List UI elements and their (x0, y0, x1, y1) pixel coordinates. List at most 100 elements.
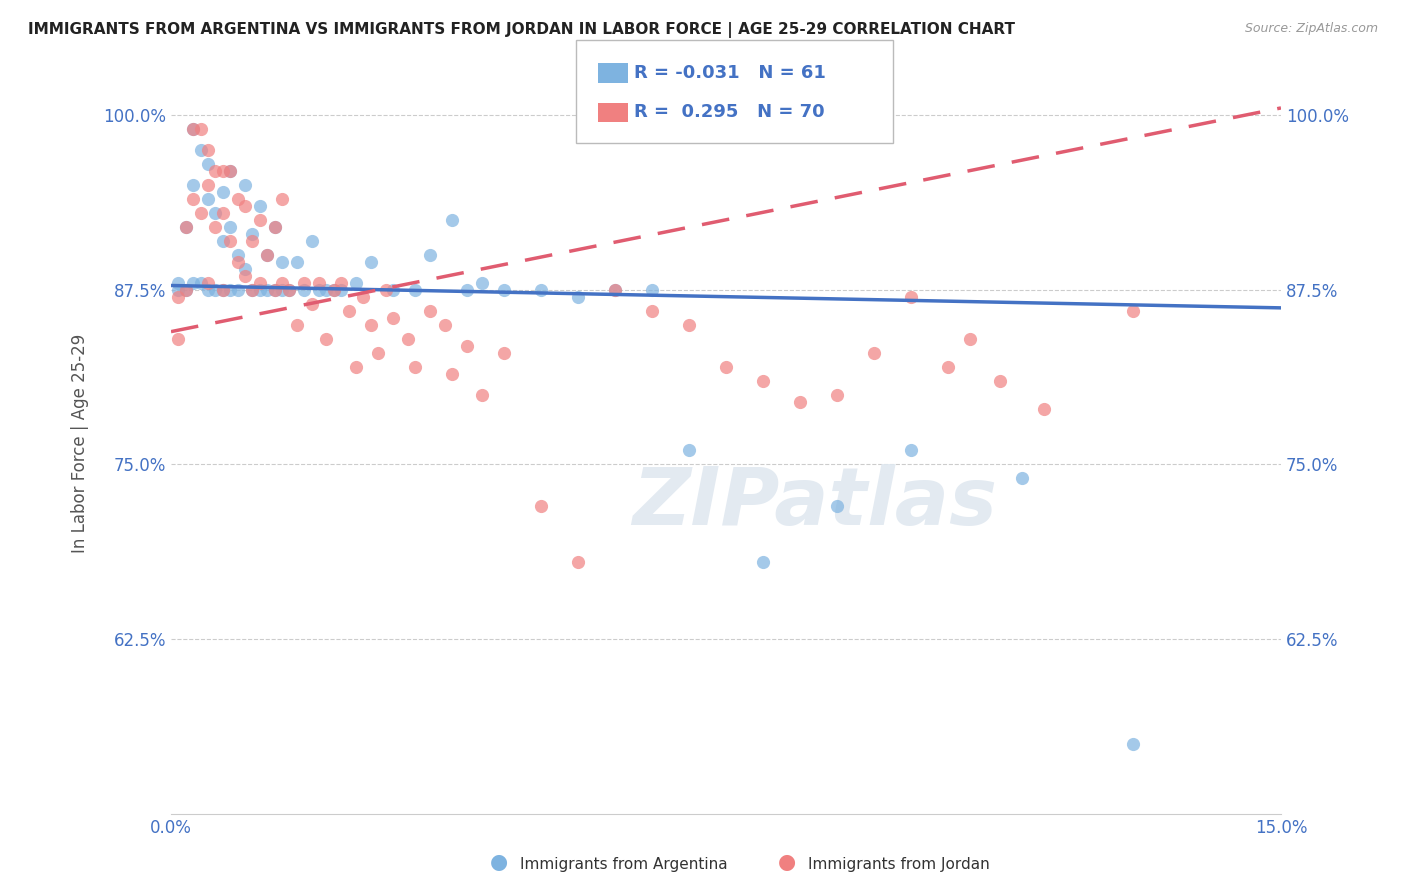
Point (641, 283, 664, 297)
Point (174, 283, 197, 297)
Point (900, 443, 922, 458)
Point (167, 332, 190, 346)
Point (433, 318, 456, 332)
Point (181, 122, 204, 136)
Point (278, 283, 301, 297)
Point (1011, 471, 1033, 485)
Point (471, 276, 494, 290)
Text: IMMIGRANTS FROM ARGENTINA VS IMMIGRANTS FROM JORDAN IN LABOR FORCE | AGE 25-29 C: IMMIGRANTS FROM ARGENTINA VS IMMIGRANTS … (28, 22, 1015, 38)
Point (219, 164, 242, 178)
Point (174, 219, 197, 234)
Point (233, 199, 256, 213)
Point (752, 555, 775, 569)
Point (204, 219, 226, 234)
Point (190, 276, 212, 290)
Point (226, 254, 249, 268)
Point (271, 254, 294, 268)
Text: Source: ZipAtlas.com: Source: ZipAtlas.com (1244, 22, 1378, 36)
Point (233, 261, 256, 276)
Point (936, 359, 959, 374)
Point (190, 122, 212, 136)
Point (204, 164, 226, 178)
Point (825, 500, 848, 514)
Point (256, 283, 278, 297)
Point (441, 212, 464, 227)
Point (441, 367, 464, 381)
Point (249, 276, 271, 290)
Point (825, 387, 848, 401)
Point (211, 185, 233, 199)
Point (988, 374, 1011, 388)
Point (242, 227, 264, 241)
Point (242, 283, 264, 297)
Point (181, 122, 204, 136)
Point (219, 219, 242, 234)
Point (567, 555, 589, 569)
Point (959, 332, 981, 346)
Point (285, 318, 308, 332)
Point (174, 283, 197, 297)
Point (167, 276, 190, 290)
Point (249, 283, 271, 297)
Point (641, 303, 664, 318)
Point (233, 178, 256, 192)
Point (315, 283, 337, 297)
Point (678, 318, 700, 332)
Point (404, 283, 426, 297)
Point (174, 219, 197, 234)
Point (322, 283, 344, 297)
Point (337, 303, 360, 318)
Point (181, 276, 204, 290)
Point (197, 283, 219, 297)
Point (197, 178, 219, 192)
Point (292, 276, 315, 290)
Point (256, 248, 278, 262)
Point (219, 283, 242, 297)
Point (1122, 737, 1144, 751)
Point (249, 212, 271, 227)
Point (263, 283, 285, 297)
Point (352, 290, 374, 304)
Text: ●: ● (779, 853, 796, 872)
Point (603, 283, 626, 297)
Point (315, 332, 337, 346)
Point (322, 283, 344, 297)
Point (360, 254, 382, 268)
Point (181, 192, 204, 206)
Text: Immigrants from Argentina: Immigrants from Argentina (520, 857, 728, 872)
Point (197, 192, 219, 206)
Point (292, 283, 315, 297)
Point (456, 338, 478, 352)
Point (197, 143, 219, 157)
Point (374, 283, 396, 297)
Point (197, 276, 219, 290)
Point (263, 219, 285, 234)
Point (330, 276, 353, 290)
Point (211, 234, 233, 248)
Point (167, 283, 190, 297)
Point (219, 164, 242, 178)
Point (419, 248, 441, 262)
Point (197, 157, 219, 171)
Point (226, 248, 249, 262)
Point (211, 283, 233, 297)
Point (271, 276, 294, 290)
Point (167, 290, 190, 304)
Point (530, 283, 553, 297)
Point (492, 345, 515, 359)
Point (242, 234, 264, 248)
Point (301, 296, 323, 310)
Point (567, 290, 589, 304)
Point (204, 206, 226, 220)
Point (190, 206, 212, 220)
Point (471, 387, 494, 401)
Point (308, 283, 330, 297)
Point (226, 283, 249, 297)
Point (382, 310, 405, 325)
Y-axis label: In Labor Force | Age 25-29: In Labor Force | Age 25-29 (72, 334, 89, 553)
Point (492, 283, 515, 297)
Point (863, 345, 886, 359)
Point (211, 206, 233, 220)
Text: R =  0.295   N = 70: R = 0.295 N = 70 (634, 103, 825, 121)
Point (419, 303, 441, 318)
